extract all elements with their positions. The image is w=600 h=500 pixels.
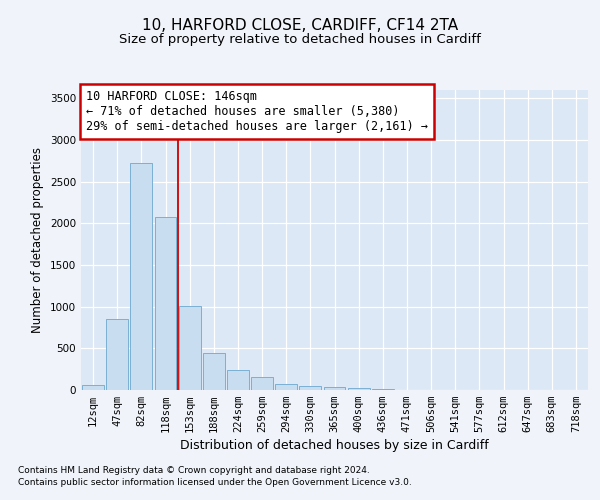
Bar (203, 352, 224, 390)
Bar (372, 389, 394, 390)
Bar (251, 377, 273, 390)
Bar (155, 216, 176, 390)
Bar (348, 388, 370, 390)
Bar (323, 387, 346, 390)
Bar (82, 384, 104, 390)
Bar (106, 319, 128, 390)
X-axis label: Distribution of detached houses by size in Cardiff: Distribution of detached houses by size … (180, 440, 489, 452)
Bar (299, 386, 321, 390)
Bar (275, 384, 297, 390)
Bar (179, 306, 200, 390)
Text: 10, HARFORD CLOSE, CARDIFF, CF14 2TA: 10, HARFORD CLOSE, CARDIFF, CF14 2TA (142, 18, 458, 32)
Text: Contains public sector information licensed under the Open Government Licence v3: Contains public sector information licen… (18, 478, 412, 487)
Bar (227, 370, 249, 390)
Text: Size of property relative to detached houses in Cardiff: Size of property relative to detached ho… (119, 32, 481, 46)
Text: 10 HARFORD CLOSE: 146sqm
← 71% of detached houses are smaller (5,380)
29% of sem: 10 HARFORD CLOSE: 146sqm ← 71% of detach… (86, 90, 428, 133)
Y-axis label: Number of detached properties: Number of detached properties (31, 147, 44, 333)
Bar (130, 164, 152, 390)
Text: Contains HM Land Registry data © Crown copyright and database right 2024.: Contains HM Land Registry data © Crown c… (18, 466, 370, 475)
